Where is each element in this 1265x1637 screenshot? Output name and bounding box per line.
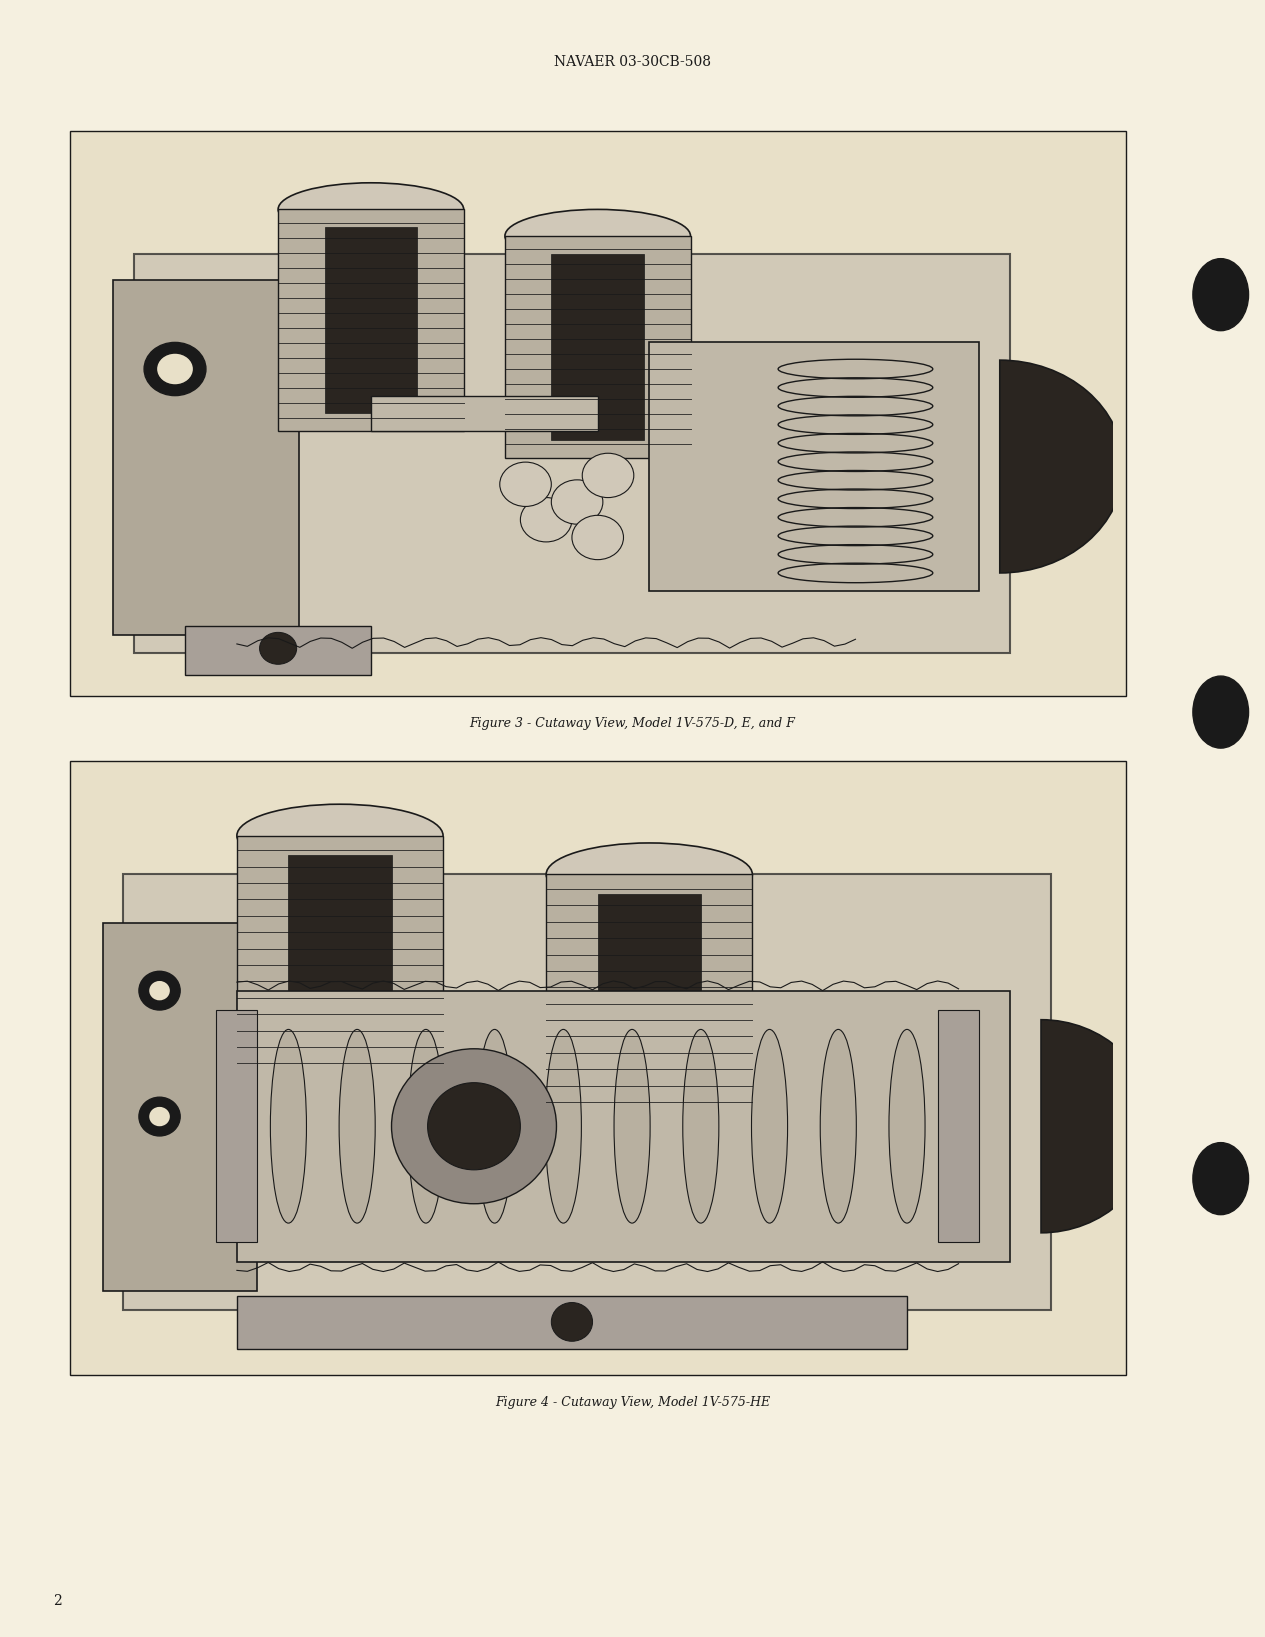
Ellipse shape: [751, 1030, 788, 1223]
Circle shape: [428, 1082, 520, 1170]
Bar: [237, 835, 443, 1077]
Bar: [371, 396, 597, 431]
Circle shape: [259, 632, 297, 665]
Ellipse shape: [546, 843, 753, 905]
Ellipse shape: [237, 804, 443, 868]
Ellipse shape: [278, 183, 464, 236]
Circle shape: [520, 498, 572, 542]
Circle shape: [144, 342, 206, 396]
Ellipse shape: [889, 1030, 925, 1223]
Circle shape: [552, 1303, 592, 1341]
Bar: [70, 131, 1126, 696]
Bar: [278, 210, 464, 431]
Circle shape: [139, 1097, 180, 1136]
Bar: [546, 874, 753, 1116]
Circle shape: [500, 462, 552, 506]
Circle shape: [1193, 676, 1249, 748]
Bar: [216, 1010, 258, 1242]
Bar: [102, 923, 258, 1292]
Bar: [237, 990, 1009, 1262]
Text: NAVAER 03-30CB-508: NAVAER 03-30CB-508: [554, 56, 711, 69]
Circle shape: [1193, 259, 1249, 331]
Bar: [288, 855, 392, 1049]
Circle shape: [139, 971, 180, 1010]
Bar: [113, 280, 299, 635]
Bar: [937, 1010, 979, 1242]
Bar: [124, 874, 1051, 1310]
Ellipse shape: [271, 1030, 306, 1223]
Ellipse shape: [683, 1030, 719, 1223]
Bar: [649, 342, 979, 591]
Ellipse shape: [820, 1030, 856, 1223]
Ellipse shape: [505, 210, 691, 262]
Ellipse shape: [545, 1030, 582, 1223]
Bar: [134, 254, 1009, 653]
Circle shape: [552, 480, 603, 524]
Wedge shape: [999, 360, 1123, 573]
Circle shape: [149, 1107, 170, 1126]
Circle shape: [582, 453, 634, 498]
Text: Figure 4 - Cutaway View, Model 1V-575-HE: Figure 4 - Cutaway View, Model 1V-575-HE: [495, 1396, 770, 1409]
Bar: [552, 254, 644, 440]
Text: Figure 3 - Cutaway View, Model 1V-575-D, E, and F: Figure 3 - Cutaway View, Model 1V-575-D,…: [469, 717, 796, 730]
Ellipse shape: [477, 1030, 512, 1223]
Circle shape: [1193, 1143, 1249, 1215]
Ellipse shape: [614, 1030, 650, 1223]
Wedge shape: [1041, 1020, 1155, 1233]
Bar: [70, 761, 1126, 1375]
Bar: [597, 894, 701, 1087]
Ellipse shape: [339, 1030, 376, 1223]
Circle shape: [392, 1049, 557, 1203]
Circle shape: [572, 516, 624, 560]
Bar: [237, 1297, 907, 1349]
Circle shape: [149, 981, 170, 1000]
Ellipse shape: [407, 1030, 444, 1223]
Text: 2: 2: [53, 1594, 62, 1608]
Bar: [505, 236, 691, 458]
Bar: [185, 625, 371, 674]
Bar: [325, 228, 417, 414]
Circle shape: [157, 354, 194, 385]
